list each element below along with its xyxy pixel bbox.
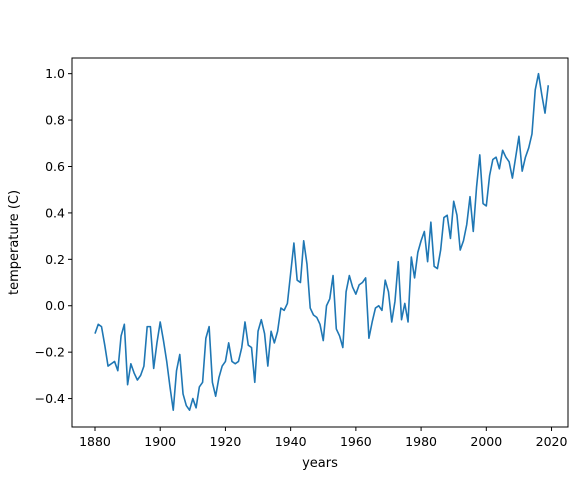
x-tick-label: 1900 [144, 434, 176, 449]
y-tick-label: 0.8 [45, 113, 65, 128]
y-tick-label: 0.2 [45, 252, 65, 267]
x-tick-label: 1960 [340, 434, 372, 449]
x-tick-label: 2020 [536, 434, 568, 449]
x-tick-label: 1980 [405, 434, 437, 449]
y-tick-label: 1.0 [45, 66, 65, 81]
y-axis-label: temperature (C) [7, 190, 22, 295]
y-axis: −0.4 −0.2 0.0 0.2 0.4 0.6 0.8 1.0 [35, 66, 72, 406]
x-tick-label: 1920 [210, 434, 242, 449]
temperature-series-line [94, 72, 550, 411]
plot-area [94, 72, 550, 411]
y-tick-label: 0.6 [45, 159, 65, 174]
y-tick-label: 0.0 [45, 298, 65, 313]
x-tick-label: 1880 [79, 434, 111, 449]
x-axis: 1880 1900 1920 1940 1960 1980 2000 2020 [79, 427, 567, 449]
y-tick-label: 0.4 [45, 205, 65, 220]
y-tick-label: −0.4 [35, 391, 65, 406]
x-tick-label: 1940 [275, 434, 307, 449]
axes-frame [71, 57, 569, 428]
y-tick-label: −0.2 [35, 345, 65, 360]
x-axis-label: years [302, 456, 338, 471]
x-tick-label: 2000 [470, 434, 502, 449]
